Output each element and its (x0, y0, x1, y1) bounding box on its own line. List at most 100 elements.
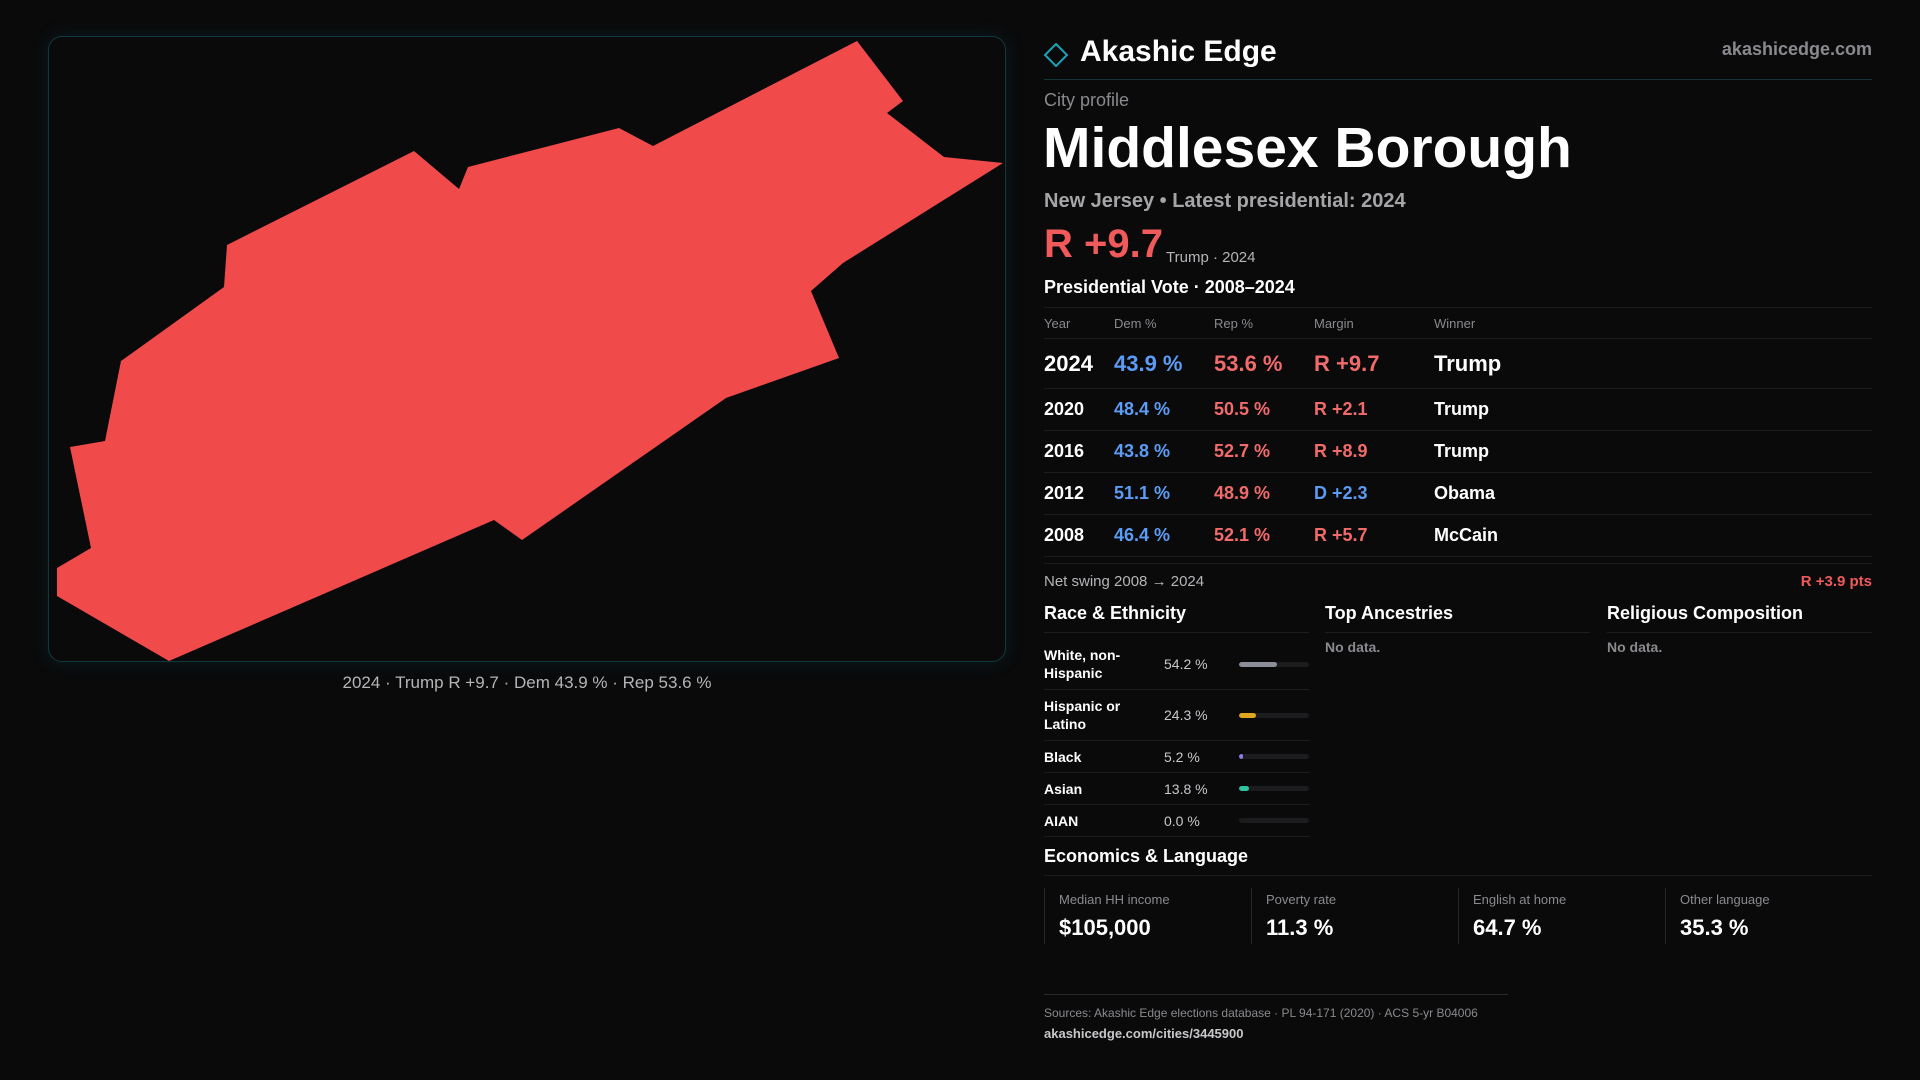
economics-stats: Median HH income $105,000 Poverty rate 1… (1044, 888, 1872, 944)
sources-text: Sources: Akashic Edge elections database… (1044, 1006, 1478, 1020)
page-subtitle: New Jersey • Latest presidential: 2024 (1044, 190, 1406, 212)
cell-margin: D +2.3 (1314, 483, 1368, 503)
cell-margin: R +2.1 (1314, 399, 1368, 419)
cell-dem-pct: 43.8 % (1114, 441, 1171, 461)
divider (1325, 632, 1590, 633)
cell-dem-pct: 46.4 % (1114, 525, 1171, 545)
stat-label: English at home (1473, 892, 1567, 907)
race-ethnicity-title: Race & Ethnicity (1044, 603, 1187, 623)
divider (1044, 563, 1872, 564)
column-header-rep: Rep % (1214, 315, 1254, 331)
header-divider (1044, 79, 1872, 80)
net-swing-label: Net swing 2008 → 2024 (1044, 573, 1205, 590)
religion-empty: No data. (1607, 639, 1663, 655)
ancestries-title: Top Ancestries (1325, 603, 1454, 623)
divider (1044, 875, 1872, 876)
divider (1607, 632, 1872, 633)
race-label: AIAN (1044, 812, 1079, 829)
cell-dem-pct: 51.1 % (1114, 483, 1171, 503)
race-pct: 24.3 % (1164, 707, 1208, 723)
cell-rep-pct: 48.9 % (1214, 483, 1271, 503)
page-title: Middlesex Borough (1043, 116, 1572, 180)
latest-margin: R +9.7 (1044, 222, 1163, 266)
cell-year: 2012 (1044, 483, 1085, 503)
race-bar (1239, 818, 1309, 823)
presidential-vote-table: Year Dem % Rep % Margin Winner 2024 43.9… (1044, 308, 1872, 557)
cell-year: 2024 (1044, 350, 1093, 376)
cell-rep-pct: 50.5 % (1214, 399, 1271, 419)
race-pct: 13.8 % (1164, 780, 1208, 797)
race-bar (1239, 661, 1309, 667)
cell-rep-pct: 52.1 % (1214, 525, 1271, 545)
list-item: Hispanic or Latino 24.3 % (1044, 690, 1309, 741)
race-pct: 5.2 % (1164, 748, 1200, 765)
stat-english-at-home: English at home 64.7 % (1458, 888, 1665, 944)
race-bar-fill (1239, 754, 1243, 759)
stat-value: 35.3 % (1680, 915, 1749, 940)
cell-winner: McCain (1434, 525, 1499, 545)
stat-value: $105,000 (1059, 915, 1151, 940)
ancestries-empty: No data. (1325, 639, 1381, 655)
city-permalink[interactable]: akashicedge.com/cities/3445900 (1044, 1026, 1244, 1041)
table-row: 2016 43.8 % 52.7 % R +8.9 Trump (1044, 431, 1872, 473)
footer-divider (1044, 994, 1508, 995)
cell-rep-pct: 52.7 % (1214, 441, 1271, 461)
stat-poverty-rate: Poverty rate 11.3 % (1251, 888, 1458, 944)
economics-title: Economics & Language (1044, 846, 1249, 866)
cell-winner: Obama (1434, 483, 1496, 503)
race-label: Asian (1044, 780, 1083, 797)
column-header-winner: Winner (1434, 315, 1476, 331)
race-label: Black (1044, 748, 1082, 765)
cell-year: 2008 (1044, 525, 1085, 545)
stat-value: 64.7 % (1473, 915, 1542, 940)
latest-margin-note: Trump · 2024 (1166, 249, 1256, 266)
race-bar-fill (1239, 712, 1256, 718)
brand[interactable]: Akashic Edge (1044, 30, 1277, 74)
cell-dem-pct: 48.4 % (1114, 399, 1171, 419)
city-boundary-map (57, 41, 1003, 661)
stat-other-language: Other language 35.3 % (1665, 888, 1872, 944)
site-url-link[interactable]: akashicedge.com (1721, 39, 1872, 59)
cell-margin: R +8.9 (1314, 441, 1368, 461)
table-row: 2020 48.4 % 50.5 % R +2.1 Trump (1044, 389, 1872, 431)
table-row: 2012 51.1 % 48.9 % D +2.3 Obama (1044, 473, 1872, 515)
race-bar (1239, 712, 1309, 718)
race-label: White, non-Hispanic (1044, 647, 1121, 681)
stat-label: Other language (1680, 892, 1770, 907)
list-item: AIAN 0.0 % (1044, 805, 1309, 837)
stat-label: Median HH income (1059, 892, 1170, 907)
city-map[interactable] (48, 36, 1006, 662)
column-header-margin: Margin (1314, 315, 1354, 331)
column-header-dem: Dem % (1114, 315, 1157, 331)
list-item: Asian 13.8 % (1044, 773, 1309, 805)
stat-median-income: Median HH income $105,000 (1044, 888, 1251, 944)
city-boundary-shape[interactable] (57, 41, 1003, 661)
religion-title: Religious Composition (1607, 603, 1803, 623)
table-row: 2024 43.9 % 53.6 % R +9.7 Trump (1044, 339, 1872, 389)
table-header-row: Year Dem % Rep % Margin Winner (1044, 308, 1872, 339)
cell-year: 2016 (1044, 441, 1085, 461)
race-bar (1239, 754, 1309, 759)
stat-value: 11.3 % (1266, 915, 1334, 940)
net-swing-value: R +3.9 pts (1800, 573, 1872, 590)
cell-winner: Trump (1434, 399, 1490, 419)
cell-margin: R +5.7 (1314, 525, 1368, 545)
cell-dem-pct: 43.9 % (1114, 350, 1183, 376)
presidential-vote-title: Presidential Vote · 2008–2024 (1044, 277, 1295, 297)
column-header-year: Year (1044, 315, 1071, 331)
map-caption: 2024 · Trump R +9.7 · Dem 43.9 % · Rep 5… (342, 673, 712, 692)
cell-year: 2020 (1044, 399, 1085, 419)
brand-name: Akashic Edge (1080, 35, 1277, 68)
stat-label: Poverty rate (1266, 892, 1337, 907)
race-bar (1239, 786, 1309, 791)
race-pct: 54.2 % (1164, 656, 1208, 672)
list-item: Black 5.2 % (1044, 741, 1309, 773)
cell-margin: R +9.7 (1314, 350, 1380, 376)
race-bar-fill (1239, 661, 1277, 667)
list-item: White, non-Hispanic 54.2 % (1044, 639, 1309, 690)
divider (1044, 307, 1872, 308)
race-pct: 0.0 % (1164, 812, 1200, 829)
race-bar-fill (1239, 786, 1249, 791)
cell-winner: Trump (1434, 441, 1490, 461)
race-ethnicity-list: White, non-Hispanic 54.2 % Hispanic or L… (1044, 639, 1309, 837)
